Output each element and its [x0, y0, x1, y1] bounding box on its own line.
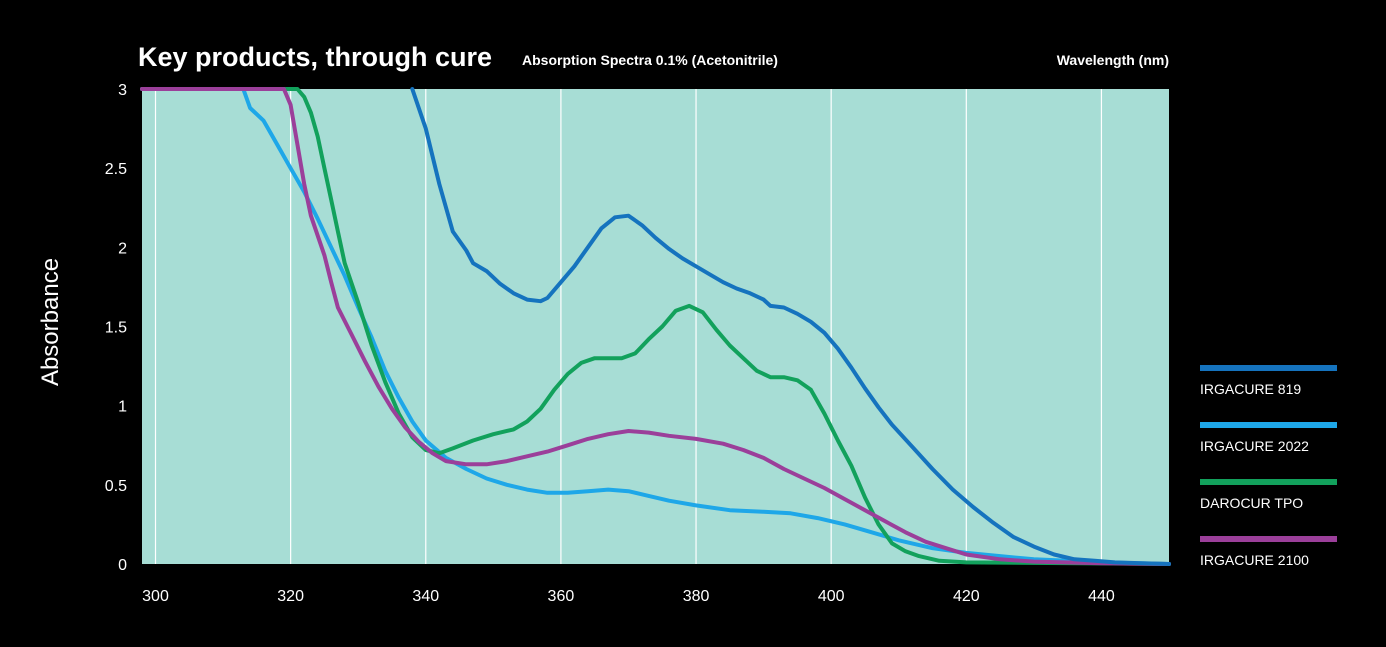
series-line-irgacure-2022 [140, 87, 1171, 566]
legend: IRGACURE 819 IRGACURE 2022 DAROCUR TPO IRGA… [1200, 365, 1337, 568]
x-tick-300: 300 [142, 588, 169, 605]
chart-title: Key products, through cure [138, 42, 492, 72]
x-tick-labels: 300 320 340 360 380 400 420 440 [142, 588, 1115, 605]
chart-subtitle: Absorption Spectra 0.1% (Acetonitrile) [522, 52, 778, 68]
y-tick-1: 1 [118, 399, 127, 416]
x-tick-360: 360 [548, 588, 575, 605]
x-tick-400: 400 [818, 588, 845, 605]
y-tick-0: 0 [118, 557, 127, 574]
y-tick-2: 2 [118, 240, 127, 257]
legend-label-irgacure-819: IRGACURE 819 [1200, 381, 1301, 397]
y-axis-label: Absorbance [37, 258, 64, 386]
x-axis-label: Wavelength (nm) [1057, 52, 1169, 68]
x-tick-340: 340 [412, 588, 439, 605]
x-tick-420: 420 [953, 588, 980, 605]
x-tick-440: 440 [1088, 588, 1115, 605]
plot-area [142, 89, 1169, 564]
y-tick-3: 3 [118, 82, 127, 99]
series-line-irgacure-819 [410, 87, 1171, 566]
x-tick-380: 380 [683, 588, 710, 605]
x-tick-320: 320 [277, 588, 304, 605]
y-tick-labels: 0 0.5 1 1.5 2 2.5 3 [105, 82, 127, 574]
y-tick-2-5: 2.5 [105, 161, 127, 178]
legend-label-darocur-tpo: DAROCUR TPO [1200, 495, 1303, 511]
y-tick-0-5: 0.5 [105, 478, 127, 495]
series-line-irgacure-2100 [140, 87, 1171, 566]
y-tick-1-5: 1.5 [105, 320, 127, 337]
legend-label-irgacure-2100: IRGACURE 2100 [1200, 552, 1309, 568]
series-lines [140, 87, 1171, 566]
legend-label-irgacure-2022: IRGACURE 2022 [1200, 438, 1309, 454]
series-line-darocur-tpo [140, 87, 1171, 566]
